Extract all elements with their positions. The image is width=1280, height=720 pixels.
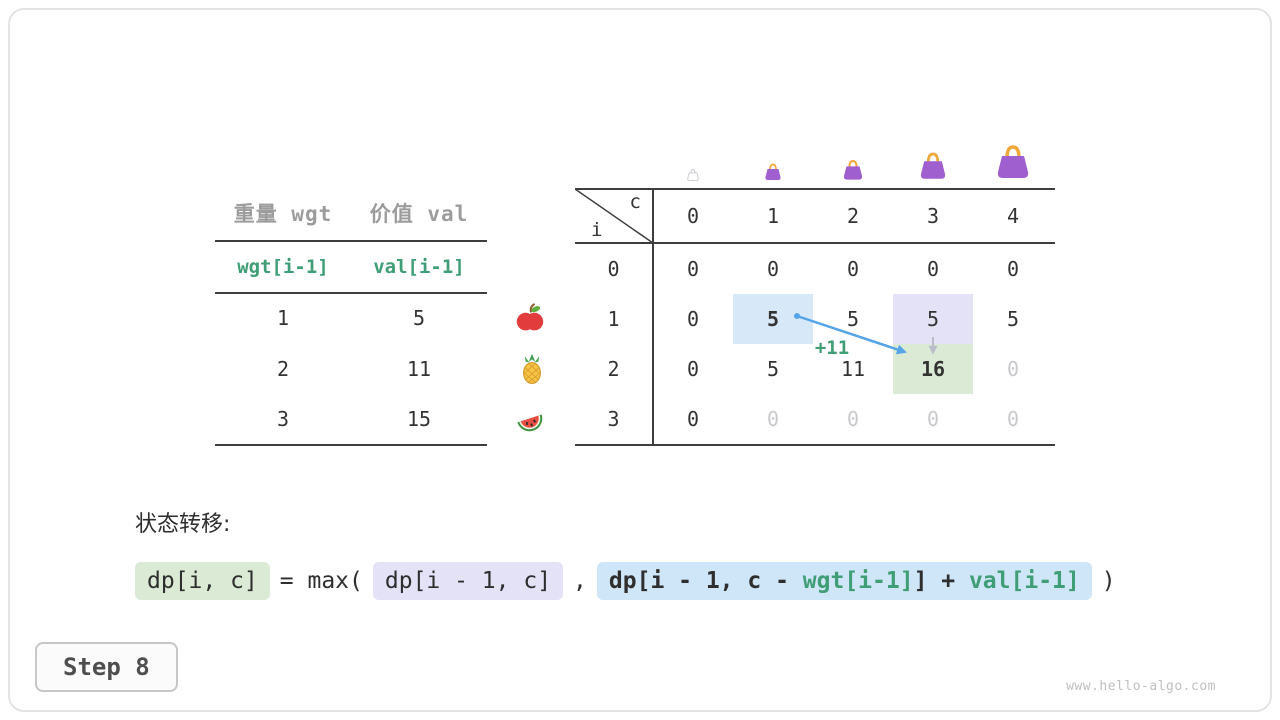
item-value: 15 — [406, 407, 432, 431]
arrow-value-label: +11 — [814, 337, 850, 359]
dp-cell-r3c3: 0 — [926, 407, 940, 431]
dp-cell-r2c1: 5 — [766, 357, 780, 381]
dp-row-0: 0 0 0 0 0 — [653, 244, 1053, 294]
dp-cell-r2c4: 0 — [1006, 357, 1020, 381]
pineapple-icon — [516, 353, 548, 385]
dp-col-header-1: 1 — [766, 204, 780, 228]
dp-cell-r0c2: 0 — [846, 257, 860, 281]
step-indicator-button[interactable]: Step 8 — [35, 642, 178, 692]
val-formula: val[i-1] — [373, 256, 465, 278]
dp-row-3: 0 0 0 0 0 — [653, 394, 1053, 444]
item-weight: 3 — [276, 407, 290, 431]
transition-title: 状态转移: — [135, 512, 231, 537]
items-table-row-1: 1 5 — [215, 292, 487, 343]
dp-cell-r2c0: 0 — [686, 357, 700, 381]
col-header-weight: 重量 wgt — [233, 202, 333, 226]
dp-row-header-0: 0 — [607, 257, 620, 281]
item-value: 5 — [412, 305, 426, 330]
items-table-line-mid — [215, 292, 487, 294]
items-table-line-bottom — [215, 444, 487, 446]
dp-table-line-header — [575, 242, 1055, 244]
formula-option-include-chip: dp[i - 1, c - wgt[i-1]] + val[i-1] — [596, 562, 1092, 600]
dp-cell-r3c1: 0 — [766, 407, 780, 431]
formula-lhs-chip: dp[i, c] — [135, 562, 270, 600]
site-watermark: www.hello-algo.com — [1066, 679, 1216, 694]
dp-corner-cell: c i — [575, 189, 653, 243]
corner-col-var: c — [629, 191, 641, 213]
dp-cell-r0c0: 0 — [686, 257, 700, 281]
wgt-formula: wgt[i-1] — [237, 256, 329, 278]
dp-col-header-0: 0 — [686, 204, 700, 228]
dp-table-line-top — [575, 188, 1055, 190]
dp-cell-r0c4: 0 — [1006, 257, 1020, 281]
dp-cell-r1c0: 0 — [686, 307, 700, 331]
bag-icon-capacity-2 — [841, 158, 865, 182]
formula-wgt-token: wgt[i-1] — [802, 568, 914, 594]
formula-text: ] + — [913, 568, 969, 594]
bag-icon-capacity-1 — [763, 162, 783, 182]
dp-row-header-1: 1 — [607, 307, 620, 331]
dp-cell-r1c1-source-highlight: 5 — [733, 294, 813, 344]
dp-cell-r3c4: 0 — [1006, 407, 1020, 431]
formula-val-token: val[i-1] — [968, 568, 1080, 594]
dp-cell-r0c3: 0 — [926, 257, 940, 281]
items-table-row-2: 2 11 — [215, 343, 487, 394]
dp-cell-r1c3-above-highlight: 5 — [893, 294, 973, 344]
dp-row-header-3: 3 — [607, 407, 620, 431]
apple-icon — [514, 302, 546, 334]
formula-close-paren: ) — [1101, 568, 1116, 594]
dp-col-header-3: 3 — [926, 204, 940, 228]
dp-table-line-vertical — [652, 188, 654, 446]
items-table-header: 重量 wgt 价值 val — [215, 188, 487, 238]
dp-cell-r1c4: 5 — [1006, 307, 1020, 331]
dp-col-header-2: 2 — [846, 204, 860, 228]
item-value: 11 — [406, 356, 432, 381]
item-weight: 2 — [276, 356, 290, 381]
col-header-value: 价值 val — [369, 202, 469, 226]
formula-text: dp[i - 1, c - — [608, 568, 803, 594]
dp-cell-r2c2: 11 — [840, 357, 866, 381]
formula-eq-max: = max( — [279, 568, 363, 594]
dp-row-header-2: 2 — [607, 357, 620, 381]
dp-cell-r0c1: 0 — [766, 257, 780, 281]
watermelon-icon — [513, 404, 547, 436]
formula-comma: , — [573, 568, 587, 594]
dp-col-header-4: 4 — [1006, 204, 1020, 228]
transition-formula: dp[i, c] = max( dp[i - 1, c] , dp[i - 1,… — [135, 560, 1116, 602]
dp-table-line-bottom — [575, 444, 1055, 446]
formula-option-exclude-chip: dp[i - 1, c] — [372, 562, 564, 600]
items-table-line-top — [215, 240, 487, 242]
items-table-row-3: 3 15 — [215, 394, 487, 444]
bag-icon-capacity-4 — [993, 142, 1033, 182]
bag-icon-capacity-0 — [686, 168, 700, 182]
dp-cell-r3c0: 0 — [686, 407, 700, 431]
dp-cell-r3c2: 0 — [846, 407, 860, 431]
corner-row-var: i — [591, 219, 603, 241]
items-table-formula-row: wgt[i-1] val[i-1] — [215, 242, 487, 292]
bag-icon-capacity-3 — [917, 150, 949, 182]
dp-cell-r2c3-target-highlight: 16 — [893, 344, 973, 394]
dp-col-headers: 0 1 2 3 4 — [653, 191, 1053, 241]
item-weight: 1 — [276, 305, 290, 330]
